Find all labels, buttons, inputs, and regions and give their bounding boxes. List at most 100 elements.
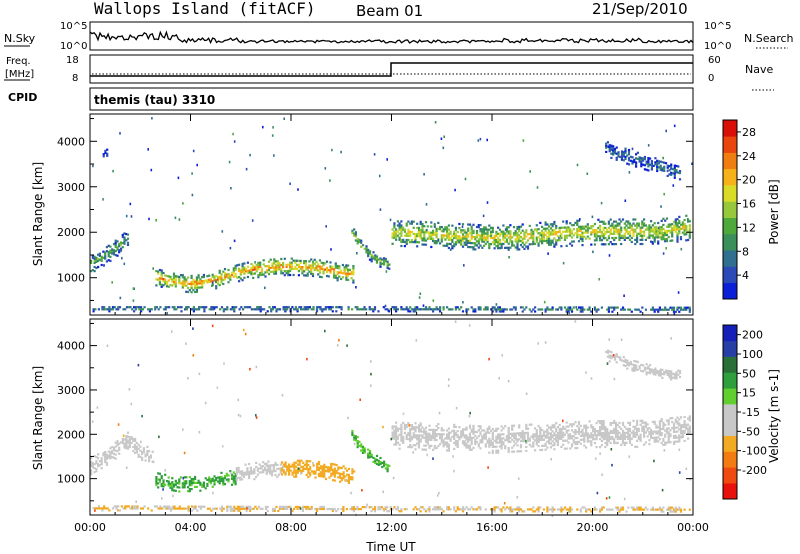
heatmap-cell xyxy=(164,274,167,277)
heatmap-cell xyxy=(668,165,671,168)
heatmap-cell xyxy=(542,434,545,437)
heatmap-cell xyxy=(334,264,337,267)
heatmap-cell xyxy=(602,228,605,232)
heatmap-cell xyxy=(504,445,507,448)
heatmap-cell xyxy=(537,435,540,438)
heatmap-cell xyxy=(565,508,568,511)
heatmap-cell xyxy=(534,449,537,452)
heatmap-cell xyxy=(414,434,417,437)
heatmap-cell xyxy=(488,441,491,444)
heatmap-cell xyxy=(662,427,665,430)
heatmap-cell xyxy=(321,473,324,476)
heatmap-cell xyxy=(627,220,630,223)
heatmap-cell xyxy=(649,364,652,367)
heatmap-cell xyxy=(597,420,600,423)
heatmap-cell xyxy=(604,428,607,431)
heatmap-cell xyxy=(395,238,398,241)
heatmap-cell xyxy=(446,449,449,452)
heatmap-cell xyxy=(683,223,686,226)
heatmap-cell xyxy=(440,429,443,432)
heatmap-cell xyxy=(428,237,431,240)
heatmap-cell xyxy=(191,509,194,512)
heatmap-cell xyxy=(678,508,681,511)
heatmap-cell xyxy=(616,232,619,235)
heatmap-cell xyxy=(516,450,519,453)
heatmap-cell xyxy=(662,510,665,513)
scatter-point xyxy=(620,338,623,341)
heatmap-cell xyxy=(610,146,613,149)
heatmap-cell xyxy=(666,174,669,177)
scatter-point xyxy=(331,148,333,152)
scatter-point xyxy=(255,414,257,417)
heatmap-cell xyxy=(195,290,198,293)
heatmap-cell xyxy=(305,473,308,477)
heatmap-cell xyxy=(623,431,626,434)
heatmap-cell xyxy=(171,487,174,490)
heatmap-cell xyxy=(125,306,129,309)
heatmap-cell xyxy=(428,306,431,309)
heatmap-cell xyxy=(440,433,443,436)
heatmap-cell xyxy=(116,248,119,251)
heatmap-cell xyxy=(296,263,299,266)
heatmap-cell xyxy=(634,238,637,241)
heatmap-cell xyxy=(458,426,461,429)
heatmap-cell xyxy=(307,472,310,475)
heatmap-cell xyxy=(185,306,188,309)
heatmap-cell xyxy=(509,230,512,233)
heatmap-cell xyxy=(454,443,457,447)
heatmap-cell xyxy=(356,446,359,449)
heatmap-cell xyxy=(632,228,635,231)
heatmap-cell xyxy=(199,505,202,508)
heatmap-cell xyxy=(267,464,270,467)
heatmap-cell xyxy=(465,239,468,242)
colorbar-swatch xyxy=(723,233,737,251)
heatmap-cell xyxy=(428,510,431,513)
heatmap-cell xyxy=(164,306,167,309)
heatmap-cell xyxy=(125,441,128,444)
heatmap-cell xyxy=(512,234,516,237)
heatmap-cell xyxy=(461,229,465,232)
heatmap-cell xyxy=(171,306,174,309)
heatmap-cell xyxy=(428,446,431,449)
heatmap-cell xyxy=(440,437,443,440)
heatmap-cell xyxy=(236,509,239,512)
heatmap-cell xyxy=(548,438,551,441)
heatmap-cell xyxy=(669,429,672,432)
heatmap-cell xyxy=(660,434,663,437)
heatmap-cell xyxy=(593,508,596,511)
heatmap-cell xyxy=(125,443,128,446)
heatmap-cell xyxy=(683,423,686,427)
heatmap-cell xyxy=(101,308,104,311)
heatmap-cell xyxy=(176,482,179,485)
heatmap-cell xyxy=(356,308,359,311)
scatter-point xyxy=(299,507,302,510)
heatmap-cell xyxy=(283,270,286,273)
heatmap-cell xyxy=(674,420,677,423)
heatmap-cell xyxy=(285,263,288,266)
heatmap-cell xyxy=(105,461,108,464)
heatmap-cell xyxy=(645,363,648,366)
heatmap-cell xyxy=(453,431,456,434)
scatter-point xyxy=(182,477,185,480)
heatmap-cell xyxy=(185,280,188,283)
heatmap-cell xyxy=(511,244,514,247)
heatmap-cell xyxy=(361,445,365,448)
heatmap-cell xyxy=(442,429,445,432)
heatmap-cell xyxy=(315,310,319,313)
scatter-point xyxy=(230,187,232,190)
colorbar-tick-label: 100 xyxy=(742,348,763,361)
heatmap-cell xyxy=(611,429,614,433)
heatmap-cell xyxy=(231,475,234,478)
heatmap-cell xyxy=(606,351,609,354)
heatmap-cell xyxy=(472,446,475,449)
heatmap-cell xyxy=(669,306,672,309)
heatmap-cell xyxy=(613,441,616,445)
heatmap-cell xyxy=(465,308,468,311)
heatmap-cell xyxy=(454,306,457,309)
scatter-point xyxy=(647,144,650,147)
heatmap-cell xyxy=(562,439,565,442)
heatmap-cell xyxy=(98,252,101,255)
heatmap-cell xyxy=(295,461,298,464)
heatmap-cell xyxy=(356,306,359,309)
heatmap-cell xyxy=(162,483,165,486)
